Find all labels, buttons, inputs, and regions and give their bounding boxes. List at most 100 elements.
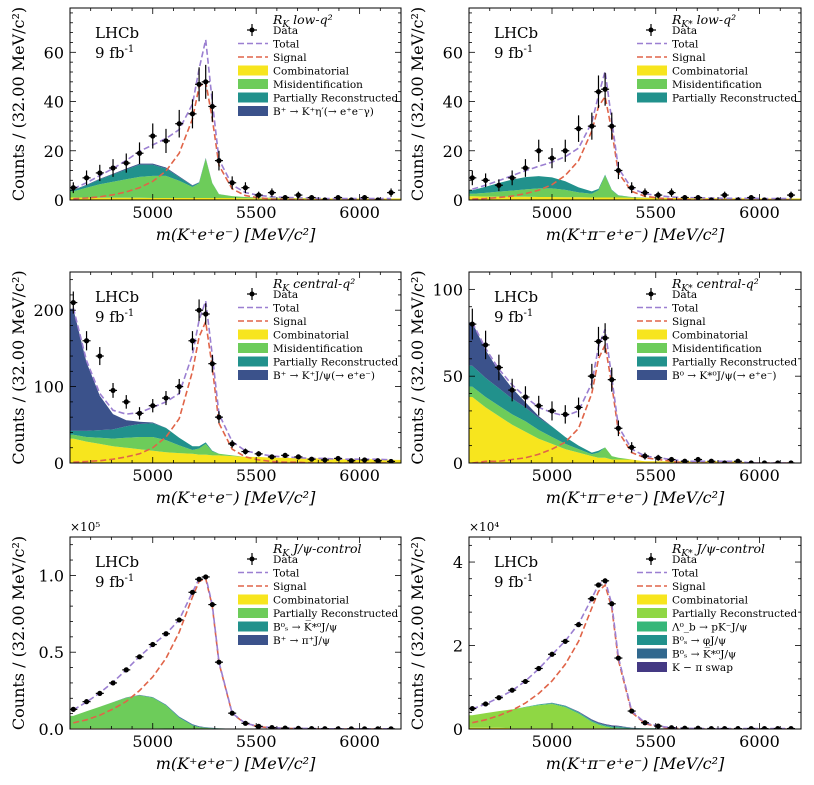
data-point (148, 399, 157, 413)
data-point (135, 654, 144, 660)
data-marker (629, 708, 635, 714)
y-tick-label: 4 (453, 553, 463, 572)
legend-item-bsk: B⁰ₛ → K̅*⁰J/ψ (637, 647, 736, 661)
y-axis-label: Counts / (32.00 MeV/c²) (9, 536, 28, 730)
data-marker (549, 408, 555, 414)
legend-label: B⁰ₛ → φJ/ψ (672, 635, 726, 647)
legend-item-total: Total (637, 39, 699, 51)
plot-area (70, 574, 401, 729)
legend-item-misid: Misidentification (238, 343, 363, 355)
plot-area (469, 308, 801, 463)
data-point (161, 128, 170, 153)
data-marker (348, 726, 354, 729)
data-marker (788, 192, 794, 198)
plot-area (469, 578, 801, 729)
x-axis: 5000 5500 6000 m(K⁺e⁺e⁻) [MeV/c²] (69, 537, 402, 773)
data-marker (242, 720, 249, 726)
data-marker (229, 441, 235, 447)
data-marker (655, 455, 661, 461)
legend-label: B⁺ → K⁺η′(→ e⁺e⁻γ) (273, 106, 374, 118)
experiment-label: LHCb (494, 24, 538, 42)
data-point (680, 725, 689, 729)
y-tick-label: 200 (33, 301, 64, 320)
data-marker (483, 701, 489, 707)
data-point (594, 75, 603, 108)
data-point (228, 440, 237, 448)
data-marker (562, 411, 568, 417)
legend-swatch (637, 65, 667, 76)
x-axis: 5000 5500 6000 m(K⁺e⁺e⁻) [MeV/c²] (69, 8, 402, 244)
legend-label: Signal (273, 316, 307, 328)
data-point (175, 617, 184, 623)
data-marker (536, 665, 542, 672)
luminosity-exponent: -1 (124, 44, 134, 55)
legend-item-signal: Signal (637, 581, 706, 593)
data-point (534, 665, 543, 672)
data-marker (229, 180, 235, 186)
data-point (508, 687, 517, 693)
data-point (627, 442, 636, 453)
x-axis-label: m(K⁺π⁻e⁺e⁻) [MeV/c²] (546, 754, 725, 773)
data-point (587, 596, 596, 602)
data-marker (269, 190, 275, 196)
data-point (787, 191, 796, 199)
data-point (228, 710, 237, 716)
data-marker (496, 182, 502, 188)
legend-swatch (238, 106, 268, 116)
data-point (254, 723, 263, 729)
y-axis-label: Counts / (32.00 MeV/c²) (9, 270, 28, 464)
y-tick-label: 0.0 (39, 720, 64, 739)
data-marker (655, 723, 661, 729)
data-marker (695, 194, 701, 200)
data-point (787, 460, 796, 463)
data-marker (735, 197, 741, 200)
legend-title-rest: central-q² (693, 276, 759, 291)
legend-swatch (637, 79, 667, 89)
data-point (294, 454, 303, 460)
y-axis: 0 100 200 Counts / (32.00 MeV/c²) (9, 270, 401, 473)
data-point (607, 367, 616, 392)
data-point (267, 454, 276, 460)
y-tick-label: 0 (453, 454, 463, 473)
data-marker (282, 452, 288, 458)
legend-item-signal: Signal (238, 316, 307, 328)
area-comb (469, 397, 801, 463)
data-marker (609, 601, 615, 607)
legend-item-misid: Misidentification (637, 343, 762, 355)
luminosity-value: 9 fb (95, 573, 124, 591)
data-point (607, 112, 616, 140)
data-marker (388, 190, 394, 196)
data-point (360, 194, 369, 200)
data-marker (629, 444, 635, 450)
legend-data-marker (249, 291, 255, 297)
legend-item-signal: Signal (637, 52, 706, 64)
data-point (201, 64, 210, 99)
y-tick-label: 100 (432, 280, 463, 299)
data-point (281, 725, 290, 729)
data-marker (788, 460, 794, 463)
x-tick-label: 6000 (339, 203, 380, 222)
data-marker (209, 361, 215, 367)
data-marker (196, 81, 202, 87)
data-marker (295, 192, 301, 198)
area-partreco (70, 423, 401, 460)
legend-title-sub: K* (680, 20, 693, 30)
data-point (694, 725, 703, 729)
data-point (667, 456, 676, 463)
data-marker (348, 458, 354, 463)
legend-item-data: Data (646, 288, 697, 301)
data-point (148, 123, 157, 149)
data-point (241, 448, 250, 455)
plot-area (70, 39, 401, 200)
data-marker (163, 395, 169, 401)
data-marker (549, 155, 555, 161)
data-marker (695, 456, 701, 463)
data-marker (123, 160, 129, 166)
legend-item-signal: Signal (637, 316, 706, 328)
data-point (208, 601, 217, 608)
data-marker (609, 377, 615, 383)
data-marker (469, 175, 475, 181)
data-point (733, 458, 742, 463)
data-marker (375, 726, 381, 729)
